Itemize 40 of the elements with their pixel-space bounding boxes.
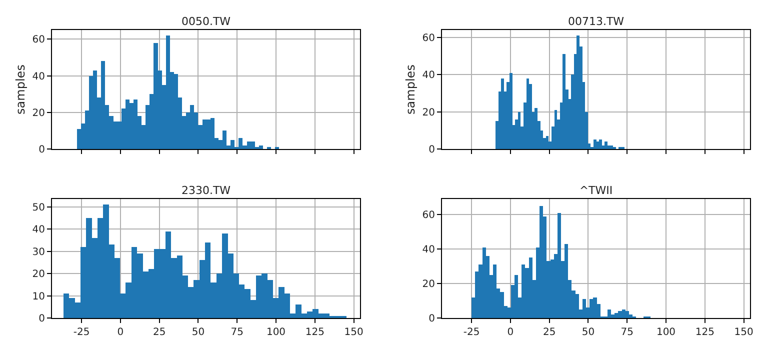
- x-tick-label: 50: [582, 327, 595, 338]
- x-tick-label: 150: [734, 327, 754, 338]
- x-tick-label: 25: [542, 327, 556, 338]
- x-tick-label: 25: [152, 327, 166, 338]
- y-tick-label: 40: [422, 70, 435, 82]
- y-tick-label: 60: [422, 32, 435, 44]
- chart-title: ^TWII: [579, 184, 613, 197]
- y-tick-label: 20: [32, 269, 45, 280]
- x-tick-label: -25: [463, 327, 480, 338]
- y-tick-label: 10: [32, 291, 45, 302]
- x-tick-label: 125: [305, 327, 324, 338]
- x-tick-label: 150: [344, 327, 364, 338]
- x-tick-label: 0: [117, 327, 124, 338]
- x-tick-label: -25: [73, 327, 90, 338]
- x-tick-label: 100: [266, 327, 286, 338]
- chart-title: 0050.TW: [181, 15, 231, 28]
- y-tick-label: 20: [32, 108, 45, 119]
- chart-title: 2330.TW: [181, 184, 231, 197]
- x-tick-label: 75: [230, 327, 244, 338]
- x-tick-label: 100: [656, 327, 676, 338]
- x-tick-label: 0: [507, 327, 514, 338]
- y-tick-label: 30: [32, 246, 45, 258]
- y-axis-title: samples: [404, 64, 418, 114]
- y-tick-label: 20: [422, 107, 435, 118]
- y-tick-label: 0: [428, 314, 435, 324]
- y-tick-label: 50: [32, 202, 45, 214]
- y-tick-label: 40: [32, 224, 45, 236]
- y-tick-label: 0: [38, 144, 45, 156]
- y-tick-label: 60: [32, 34, 45, 46]
- chart-title: 00713.TW: [568, 15, 624, 28]
- y-tick-label: 60: [422, 210, 435, 222]
- x-tick-label: 50: [192, 327, 205, 338]
- y-tick-label: 20: [422, 279, 435, 290]
- x-tick-label: 75: [620, 327, 634, 338]
- y-tick-label: 40: [32, 71, 45, 82]
- y-tick-label: 0: [428, 144, 435, 156]
- y-tick-label: 40: [422, 244, 435, 256]
- y-axis-title: samples: [14, 64, 28, 114]
- y-tick-label: 0: [38, 314, 45, 324]
- x-tick-label: 125: [695, 327, 714, 338]
